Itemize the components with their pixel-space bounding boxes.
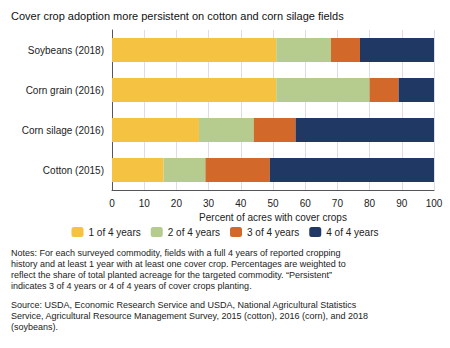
svg-text:history and at least 1 year wi: history and at least 1 year with at leas… — [11, 259, 348, 269]
svg-text:Corn silage (2016): Corn silage (2016) — [22, 125, 104, 136]
svg-text:Cover crop adoption more persi: Cover crop adoption more persistent on c… — [11, 10, 344, 22]
svg-text:60: 60 — [300, 198, 312, 209]
svg-text:20: 20 — [171, 198, 183, 209]
svg-text:Soybeans (2018): Soybeans (2018) — [28, 45, 104, 56]
svg-text:80: 80 — [364, 198, 376, 209]
svg-text:reflect the share of total pla: reflect the share of total planted acrea… — [11, 270, 335, 280]
svg-text:Source: USDA, Economic Researc: Source: USDA, Economic Research Service … — [11, 300, 359, 310]
svg-text:40: 40 — [235, 198, 247, 209]
svg-text:(soybeans).: (soybeans). — [11, 322, 58, 332]
svg-text:10: 10 — [139, 198, 151, 209]
svg-text:2 of 4 years: 2 of 4 years — [168, 227, 220, 238]
svg-text:3 of 4 years: 3 of 4 years — [247, 227, 299, 238]
svg-text:Corn grain (2016): Corn grain (2016) — [26, 85, 104, 96]
svg-text:indicates 3 of 4 years or 4 of: indicates 3 of 4 years or 4 of 4 years o… — [11, 281, 252, 291]
svg-text:Service, Agricultural Resource: Service, Agricultural Resource Managemen… — [11, 311, 371, 321]
svg-text:4 of 4 years: 4 of 4 years — [326, 227, 378, 238]
svg-text:Percent of acres with cover cr: Percent of acres with cover crops — [199, 212, 347, 223]
svg-text:1 of 4 years: 1 of 4 years — [88, 227, 140, 238]
svg-text:Cotton (2015): Cotton (2015) — [43, 165, 104, 176]
svg-text:90: 90 — [396, 198, 408, 209]
svg-text:0: 0 — [109, 198, 115, 209]
svg-text:50: 50 — [267, 198, 279, 209]
svg-text:70: 70 — [332, 198, 344, 209]
svg-text:30: 30 — [203, 198, 215, 209]
svg-text:100: 100 — [426, 198, 443, 209]
svg-text:Notes: For each surveyed commo: Notes: For each surveyed commodity, fiel… — [11, 248, 343, 258]
